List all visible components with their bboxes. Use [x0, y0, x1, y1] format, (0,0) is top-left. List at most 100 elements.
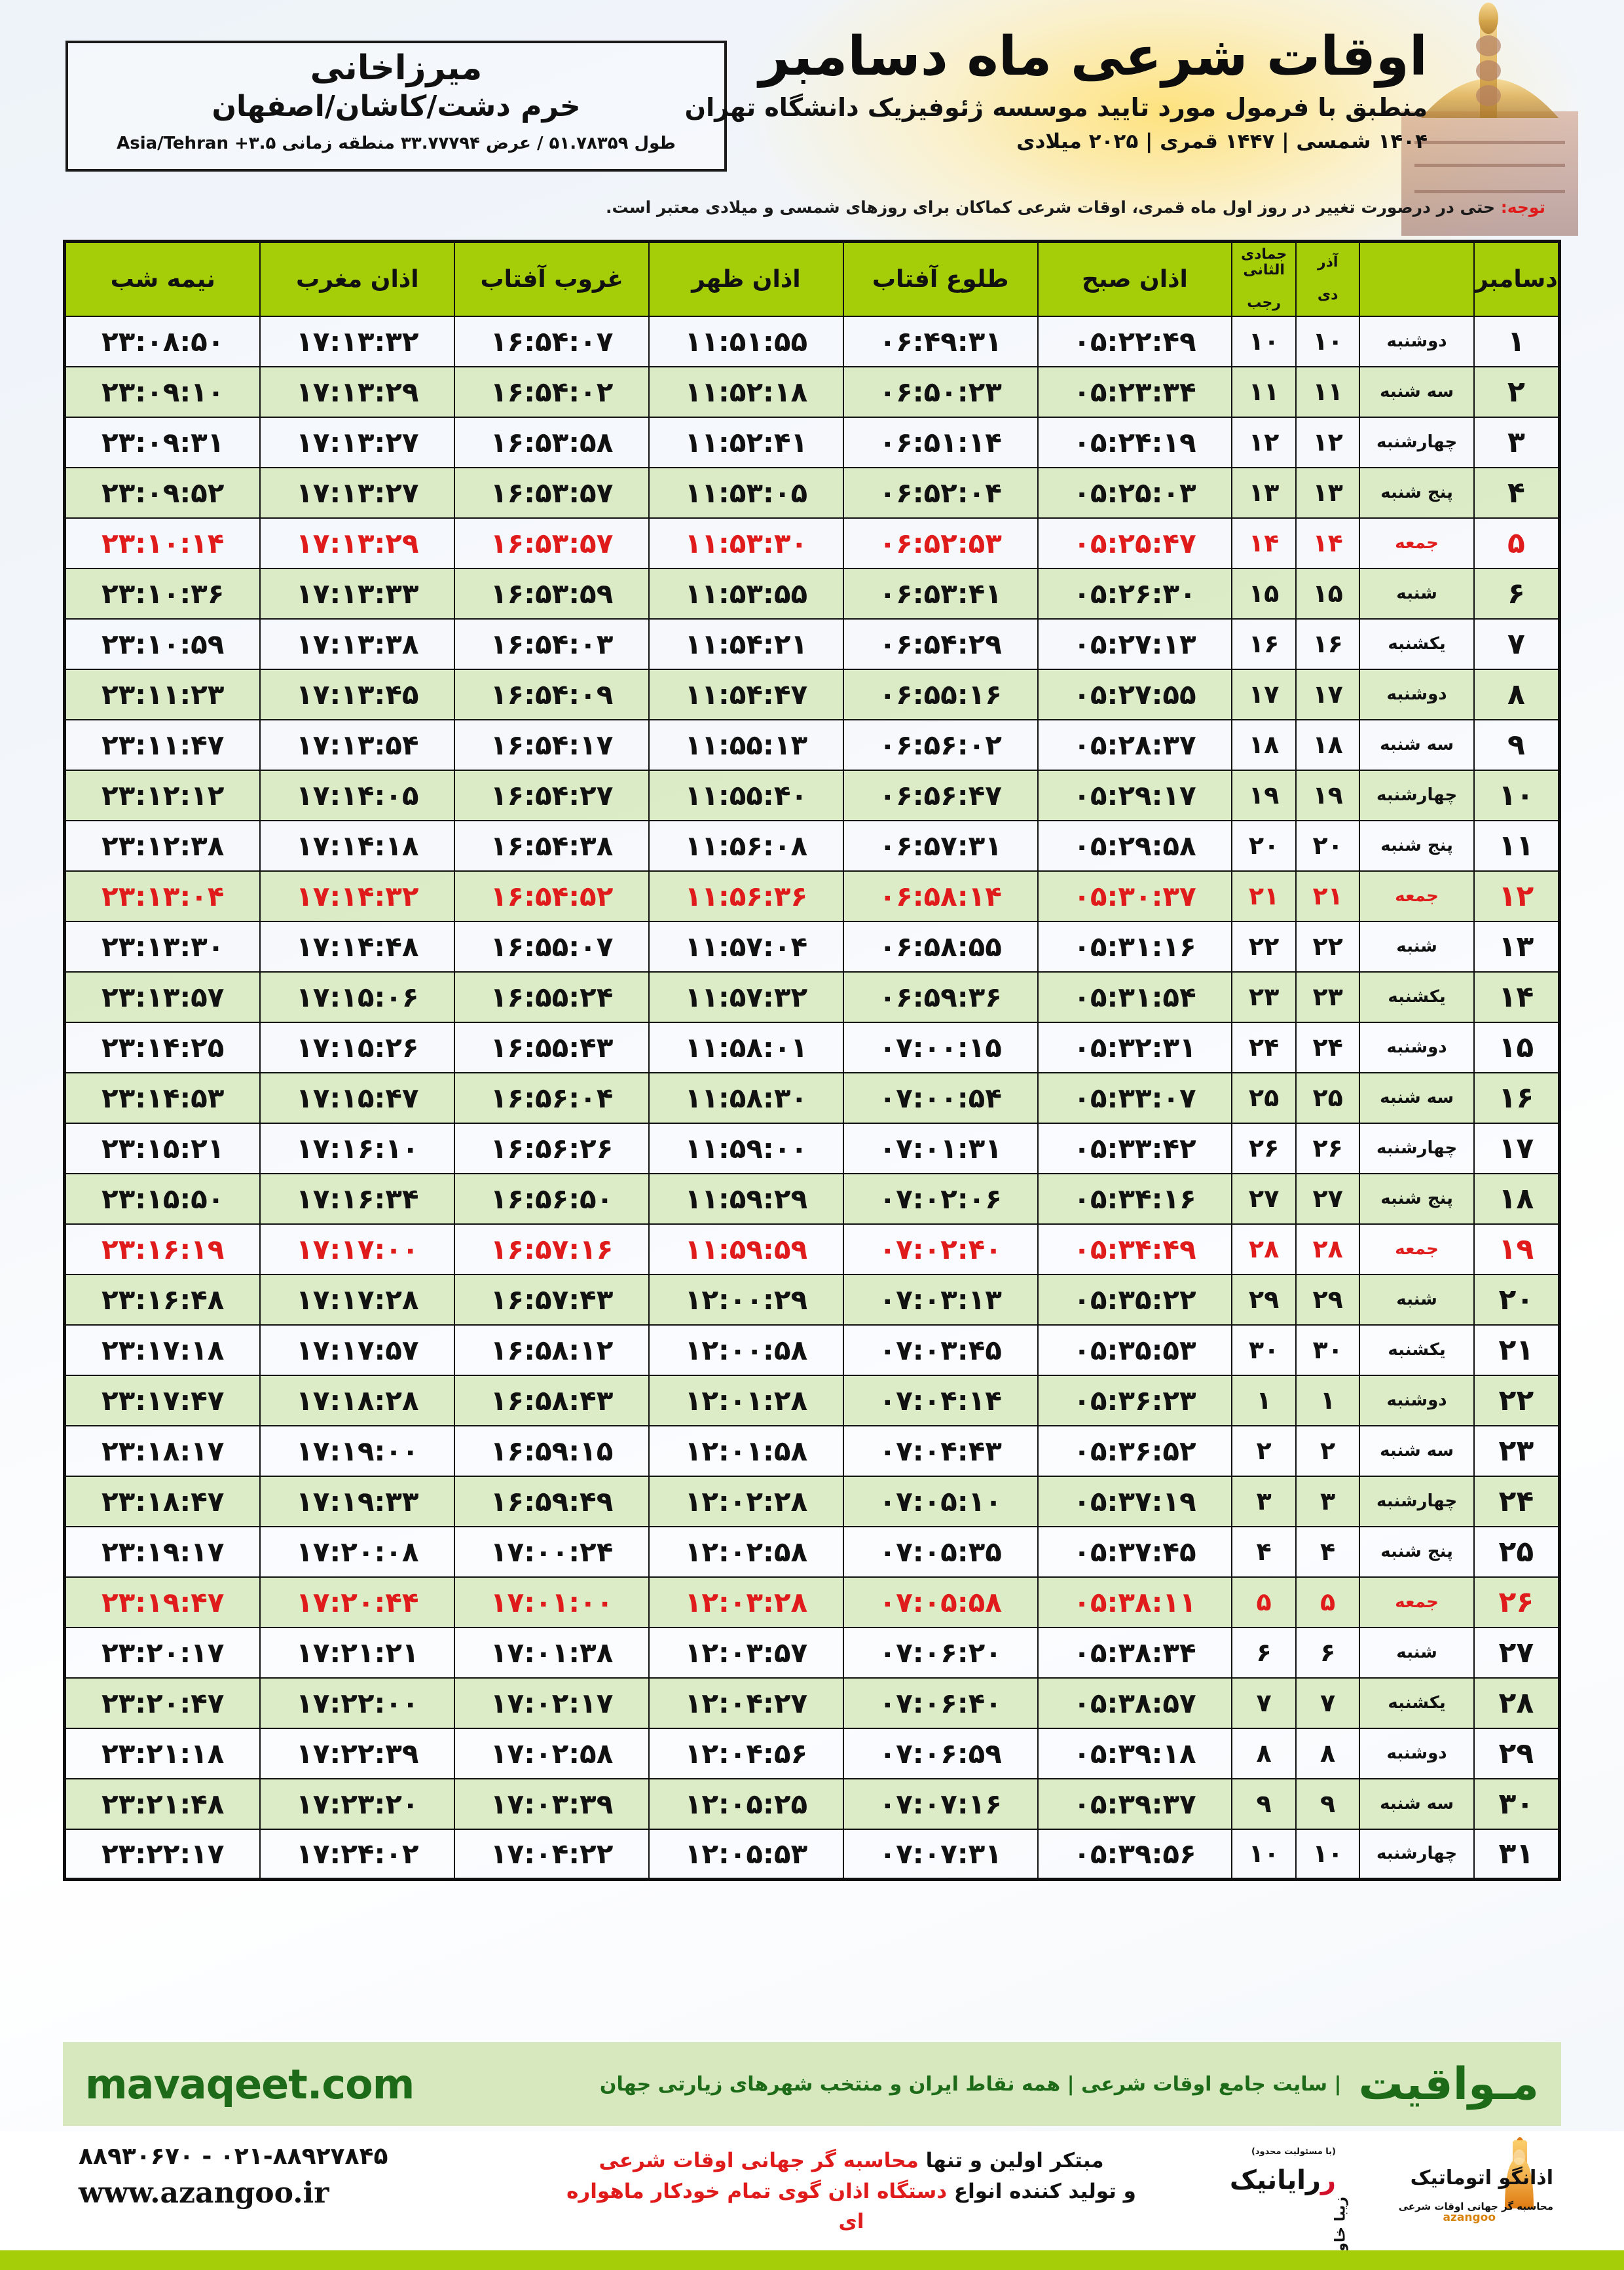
weekday-name: دوشنبه	[1359, 1374, 1475, 1426]
claim-line-2: و تولید کننده انواع دستگاه اذان گوی تمام…	[563, 2176, 1139, 2237]
sunrise-time: ۰۷:۰۵:۱۰	[842, 1475, 1039, 1527]
day-number: ۱۷	[1473, 1122, 1560, 1174]
maghrib-time: ۱۷:۲۲:۳۹	[259, 1727, 456, 1779]
dhuhr-time: ۱۱:۵۸:۳۰	[648, 1071, 844, 1124]
weekday-name: سه شنبه	[1359, 1424, 1475, 1477]
table-header-row: دسامبر آذر دی جمادی الثانی رجب اذان صبح …	[64, 240, 1560, 317]
sunrise-time: ۰۷:۰۳:۱۳	[842, 1273, 1039, 1326]
maghrib-time: ۱۷:۱۳:۵۴	[259, 718, 456, 771]
midnight-time: ۲۳:۱۶:۴۸	[64, 1273, 261, 1326]
prayer-times-table: دسامبر آذر دی جمادی الثانی رجب اذان صبح …	[63, 240, 1561, 1882]
table-row: ۲۸ یکشنبه ۷ ۷ ۰۵:۳۸:۵۷ ۰۷:۰۶:۴۰ ۱۲:۰۴:۲۷ ۱۷:۰۲:…	[64, 1677, 1560, 1729]
dhuhr-time: ۱۱:۵۲:۴۱	[648, 416, 844, 468]
day-number: ۲۸	[1473, 1677, 1560, 1729]
weekday-name: یکشنبه	[1359, 618, 1475, 670]
dhuhr-time: ۱۲:۰۵:۲۵	[648, 1777, 844, 1830]
sunrise-time: ۰۶:۵۶:۴۷	[842, 769, 1039, 821]
table-row: ۲۴ چهارشنبه ۳ ۳ ۰۵:۳۷:۱۹ ۰۷:۰۵:۱۰ ۱۲:۰۲:۲۸ ۱۶:۵…	[64, 1475, 1560, 1527]
table-row: ۱۷ چهارشنبه ۲۶ ۲۶ ۰۵:۳۳:۴۲ ۰۷:۰۱:۳۱ ۱۱:۵۹:۰۰ ۱۶…	[64, 1122, 1560, 1174]
hijri-day: ۵	[1231, 1576, 1297, 1628]
day-number: ۸	[1473, 668, 1560, 720]
fajr-time: ۰۵:۳۶:۵۲	[1037, 1424, 1233, 1477]
sunset-time: ۱۶:۵۹:۱۵	[454, 1424, 650, 1477]
midnight-time: ۲۳:۲۰:۴۷	[64, 1677, 261, 1729]
hijri-day: ۱۹	[1231, 769, 1297, 821]
maghrib-time: ۱۷:۱۷:۲۸	[259, 1273, 456, 1326]
fajr-time: ۰۵:۲۵:۴۷	[1037, 517, 1233, 569]
rayaneek-liability-note: (با مسئولیت محدود)	[1251, 2147, 1336, 2157]
shamsi-day: ۲۲	[1295, 920, 1361, 973]
shamsi-day: ۱۰	[1295, 1828, 1361, 1880]
day-number: ۱۳	[1473, 920, 1560, 973]
day-number: ۱	[1473, 315, 1560, 367]
shamsi-day: ۱۳	[1295, 466, 1361, 519]
sunset-time: ۱۶:۵۴:۰۲	[454, 365, 650, 418]
table-row: ۳ چهارشنبه ۱۲ ۱۲ ۰۵:۲۴:۱۹ ۰۶:۵۱:۱۴ ۱۱:۵۲:۴۱ ۱۶:…	[64, 416, 1560, 468]
shamsi-day: ۱۹	[1295, 769, 1361, 821]
shamsi-day: ۲	[1295, 1424, 1361, 1477]
fajr-time: ۰۵:۲۲:۴۹	[1037, 315, 1233, 367]
fajr-time: ۰۵:۳۵:۲۲	[1037, 1273, 1233, 1326]
midnight-time: ۲۳:۰۹:۳۱	[64, 416, 261, 468]
shamsi-day: ۱۱	[1295, 365, 1361, 418]
sunset-time: ۱۶:۵۴:۳۸	[454, 819, 650, 872]
shamsi-day: ۱۷	[1295, 668, 1361, 720]
contact-block: ۰۲۱-۸۸۹۲۷۸۴۵ - ۸۸۹۳۰۶۷۰ www.azangoo.ir	[79, 2143, 388, 2210]
sunrise-time: ۰۶:۵۹:۳۶	[842, 971, 1039, 1023]
sunset-time: ۱۶:۵۴:۰۳	[454, 618, 650, 670]
footer-brand-band: مـواقیت | سایت جامع اوقات شرعی | همه نقا…	[63, 2042, 1561, 2126]
maghrib-time: ۱۷:۲۰:۴۴	[259, 1576, 456, 1628]
claim-line-2-b: دستگاه اذان گوی تمام خودکار ماهواره ای	[566, 2179, 948, 2234]
midnight-time: ۲۳:۱۹:۱۷	[64, 1525, 261, 1578]
hijri-day: ۳	[1231, 1475, 1297, 1527]
hijri-day: ۲۴	[1231, 1021, 1297, 1073]
azangoo-name: اذانگو اتوماتیک	[1410, 2167, 1553, 2189]
shamsi-day: ۸	[1295, 1727, 1361, 1779]
col-header-december: دسامبر	[1473, 240, 1560, 317]
day-number: ۴	[1473, 466, 1560, 519]
maghrib-time: ۱۷:۲۰:۰۸	[259, 1525, 456, 1578]
day-number: ۵	[1473, 517, 1560, 569]
maghrib-time: ۱۷:۱۴:۳۲	[259, 870, 456, 922]
weekday-name: چهارشنبه	[1359, 1475, 1475, 1527]
maghrib-time: ۱۷:۱۳:۲۹	[259, 365, 456, 418]
day-number: ۲۱	[1473, 1324, 1560, 1376]
hijri-day: ۶	[1231, 1626, 1297, 1679]
day-number: ۱۸	[1473, 1172, 1560, 1225]
dhuhr-time: ۱۲:۰۵:۵۳	[648, 1828, 844, 1880]
midnight-time: ۲۳:۱۴:۲۵	[64, 1021, 261, 1073]
table-row: ۲۹ دوشنبه ۸ ۸ ۰۵:۳۹:۱۸ ۰۷:۰۶:۵۹ ۱۲:۰۴:۵۶ ۱۷:۰۲:…	[64, 1727, 1560, 1779]
table-row: ۳۱ چهارشنبه ۱۰ ۱۰ ۰۵:۳۹:۵۶ ۰۷:۰۷:۳۱ ۱۲:۰۵:۵۳ ۱۷…	[64, 1828, 1560, 1880]
fajr-time: ۰۵:۳۲:۳۱	[1037, 1021, 1233, 1073]
sunrise-time: ۰۷:۰۶:۲۰	[842, 1626, 1039, 1679]
hijri-day: ۱۷	[1231, 668, 1297, 720]
bottom-green-strip	[0, 2250, 1624, 2270]
weekday-name: چهارشنبه	[1359, 769, 1475, 821]
weekday-name: سه شنبه	[1359, 1777, 1475, 1830]
hijri-day: ۱۰	[1231, 315, 1297, 367]
footer-website-url[interactable]: mavaqeet.com	[85, 2060, 415, 2108]
dhuhr-time: ۱۱:۵۴:۴۷	[648, 668, 844, 720]
sunset-time: ۱۶:۵۶:۲۶	[454, 1122, 650, 1174]
hijri-day: ۸	[1231, 1727, 1297, 1779]
col-header-weekday	[1359, 240, 1475, 317]
col-header-sunset: غروب آفتاب	[454, 240, 650, 317]
hijri-day: ۲۳	[1231, 971, 1297, 1023]
page-header: میرزاخانی خرم دشت/کاشان/اصفهان طول ۵۱.۷۸…	[0, 0, 1624, 223]
shamsi-day: ۱	[1295, 1374, 1361, 1426]
contact-website[interactable]: www.azangoo.ir	[79, 2176, 329, 2210]
table-row: ۲۲ دوشنبه ۱ ۱ ۰۵:۳۶:۲۳ ۰۷:۰۴:۱۴ ۱۲:۰۱:۲۸ ۱۶:۵۸:…	[64, 1374, 1560, 1426]
prayer-times-table-wrapper: دسامبر آذر دی جمادی الثانی رجب اذان صبح …	[63, 240, 1561, 1882]
table-row: ۱۴ یکشنبه ۲۳ ۲۳ ۰۵:۳۱:۵۴ ۰۶:۵۹:۳۶ ۱۱:۵۷:۳۲ ۱۶:۵…	[64, 971, 1560, 1023]
sunset-time: ۱۶:۵۳:۵۷	[454, 466, 650, 519]
midnight-time: ۲۳:۱۳:۰۴	[64, 870, 261, 922]
midnight-time: ۲۳:۰۹:۱۰	[64, 365, 261, 418]
midnight-time: ۲۳:۱۱:۴۷	[64, 718, 261, 771]
fajr-time: ۰۵:۲۳:۳۴	[1037, 365, 1233, 418]
maghrib-time: ۱۷:۲۴:۰۲	[259, 1828, 456, 1880]
weekday-name: دوشنبه	[1359, 1021, 1475, 1073]
fajr-time: ۰۵:۳۶:۲۳	[1037, 1374, 1233, 1426]
hijri-day: ۷	[1231, 1677, 1297, 1729]
dhuhr-time: ۱۱:۵۹:۰۰	[648, 1122, 844, 1174]
dhuhr-time: ۱۱:۵۷:۰۴	[648, 920, 844, 973]
